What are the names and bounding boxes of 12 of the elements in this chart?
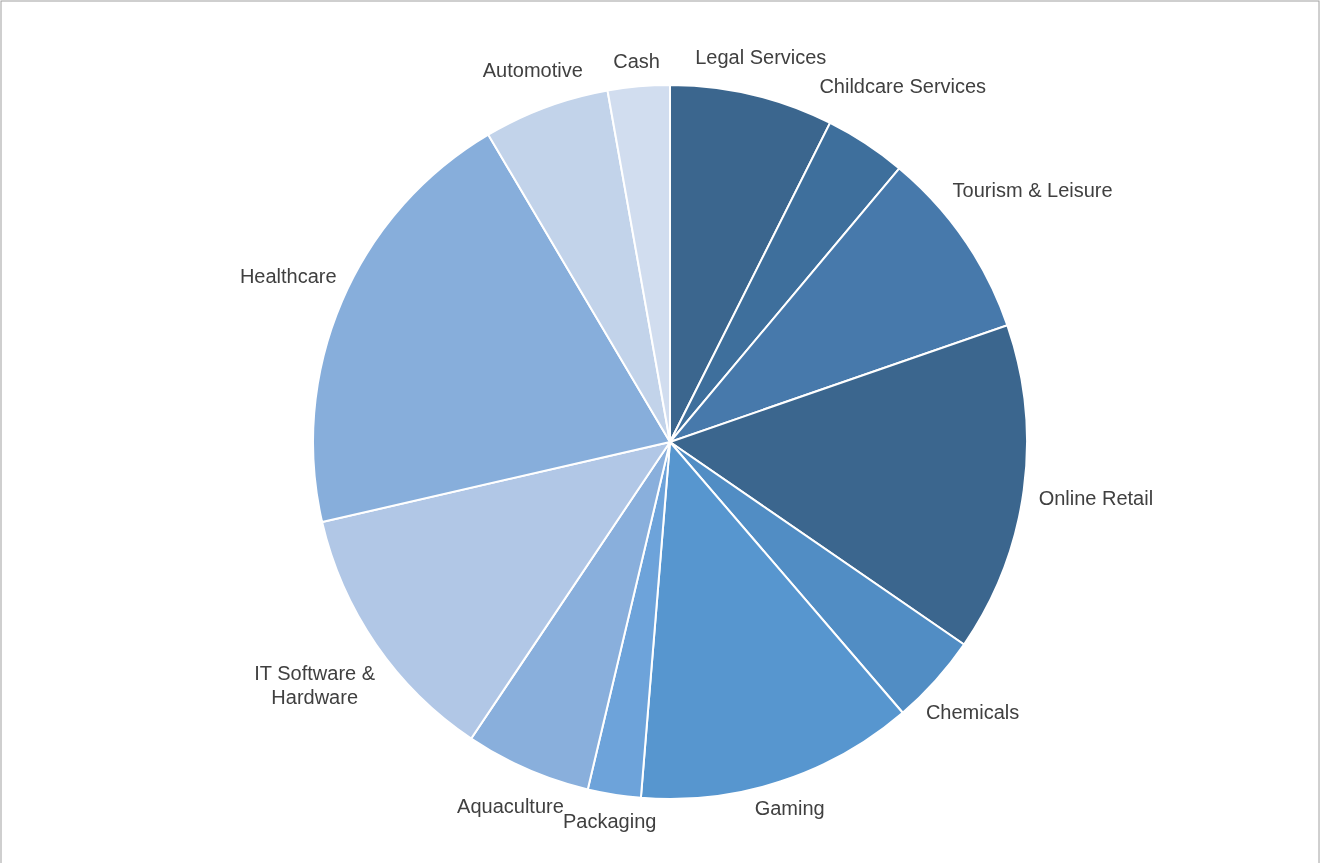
slice-label: Childcare Services xyxy=(819,74,987,97)
slice-label: Automotive xyxy=(482,59,583,82)
slice-label: Aquaculture xyxy=(457,794,564,817)
slice-label: Legal Services xyxy=(695,45,827,68)
slice-label: Healthcare xyxy=(239,265,337,288)
slice-label: Gaming xyxy=(754,797,825,820)
slice-label: Cash xyxy=(613,50,660,73)
slice-label: Packaging xyxy=(562,810,657,833)
slice-label: Chemicals xyxy=(925,701,1020,724)
slice-label: Tourism & Leisure xyxy=(952,179,1113,202)
slice-label: Online Retail xyxy=(1038,487,1154,510)
slice-label: IT Software & Hardware xyxy=(254,662,376,709)
